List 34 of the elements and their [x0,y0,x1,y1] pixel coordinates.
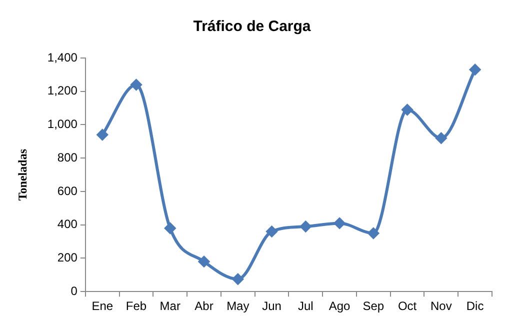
x-tick-label: Ago [328,299,351,314]
x-tick-label: Ene [92,299,114,314]
y-tick-label: 400 [57,217,78,232]
x-tick-label: Dic [466,299,484,314]
x-tick-label: Jul [298,299,314,314]
y-tick-label: 600 [57,184,78,198]
y-tick-label: 800 [57,150,78,164]
y-tick-label: 0 [70,284,78,298]
x-tick-label: Nov [430,299,452,314]
x-tick-label: Feb [126,299,147,314]
point [436,132,447,144]
x-tick-label: May [226,299,250,314]
x-tick-label: Abr [194,299,214,314]
point [232,274,244,285]
y-axis-title: Toneladas [15,148,30,201]
point [470,64,481,76]
y-tick-label: 1,200 [47,84,78,98]
point [198,256,210,268]
chart-title: Tráfico de Carga [193,18,312,36]
point [96,129,108,140]
y-tick-label: 1,400 [47,50,78,64]
y-tick-label: 200 [57,250,78,265]
point [130,79,142,90]
point [266,226,278,238]
x-tick-label: Oct [398,299,418,314]
point [164,222,176,234]
point [300,221,312,232]
x-tick-label: Mar [160,299,180,314]
point [368,228,379,239]
point [334,218,346,229]
x-tick-label: Sep [362,299,384,314]
point [402,104,413,116]
y-tick-label: 1,000 [47,117,78,132]
x-tick-label: Jun [262,299,282,314]
